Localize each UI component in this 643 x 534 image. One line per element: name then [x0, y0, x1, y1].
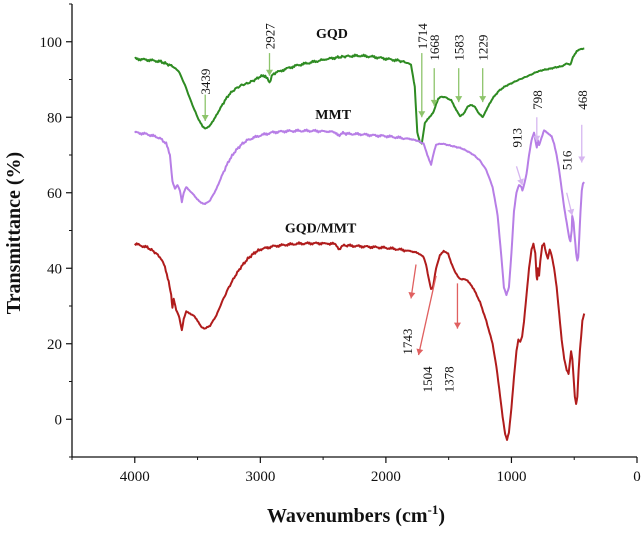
peak-arrowhead	[479, 96, 487, 103]
peak-annotation-1504: 1504	[416, 275, 437, 393]
peak-arrowhead	[578, 156, 586, 163]
peak-label: 1668	[427, 35, 442, 61]
peak-annotation-798: 798	[530, 90, 545, 142]
peak-label: 1378	[441, 366, 456, 392]
peak-annotation-1378: 1378	[441, 283, 461, 392]
peak-arrowhead	[430, 99, 438, 106]
y-tick-label: 100	[40, 35, 63, 51]
peak-arrowhead	[416, 348, 424, 356]
peak-annotation-1668: 1668	[427, 35, 442, 106]
peak-arrowhead	[517, 178, 524, 186]
y-tick-label: 0	[55, 412, 63, 428]
peak-label: 913	[509, 128, 524, 148]
peak-annotation-1743: 1743	[400, 264, 417, 355]
series-label: GQD	[316, 27, 348, 42]
peak-label: 1583	[452, 35, 467, 61]
y-axis-title: Transmittance (%)	[3, 152, 25, 314]
peak-annotation-1229: 1229	[476, 35, 491, 103]
x-tick-label: 4000	[120, 469, 150, 485]
x-axis-title: Wavenumbers (cm-1)	[267, 502, 445, 527]
peak-annotation-516: 516	[560, 150, 575, 216]
series-line-mmt	[134, 128, 585, 297]
peak-label: 1229	[476, 35, 491, 61]
peak-label: 1504	[420, 366, 435, 393]
x-tick-label: 3000	[245, 469, 275, 485]
x-tick-label: 2000	[371, 469, 401, 485]
x-tick-label: 1000	[496, 469, 526, 485]
peak-arrowhead	[455, 96, 463, 103]
peak-arrowhead	[408, 292, 416, 299]
peak-annotation-3439: 3439	[198, 69, 213, 122]
y-tick-label: 40	[47, 261, 62, 277]
y-tick-label: 80	[47, 110, 62, 126]
peak-annotation-468: 468	[575, 90, 590, 163]
peak-label: 3439	[198, 69, 213, 95]
peak-label: 798	[530, 90, 545, 110]
peak-arrow	[417, 275, 437, 356]
series-line-gqd	[134, 47, 585, 145]
y-tick-label: 20	[47, 337, 62, 353]
series-label: MMT	[315, 108, 351, 123]
peak-arrowhead	[567, 208, 575, 216]
peak-label: 1743	[400, 329, 415, 355]
series-labels: GQD MMT GQD/MMT	[285, 27, 357, 236]
peak-label: 516	[560, 150, 575, 170]
series-label: GQD/MMT	[285, 221, 357, 236]
peak-annotation-2927: 2927	[262, 23, 277, 76]
peak-label: 1714	[415, 23, 430, 50]
series-line-gqd-mmt	[133, 241, 586, 441]
peak-arrowhead	[453, 322, 461, 329]
y-tick-label: 60	[47, 186, 62, 202]
peak-arrowhead	[418, 111, 426, 118]
x-tick-label: 0	[633, 469, 641, 485]
peak-label: 468	[575, 90, 590, 110]
peak-arrowhead	[265, 69, 273, 76]
peak-annotation-913: 913	[509, 128, 524, 186]
axes: 0 20 40 60 80 100 4000 3000 2000 1000 0	[40, 3, 641, 485]
series-layer	[133, 47, 586, 441]
peak-label: 2927	[262, 23, 277, 50]
peak-arrowhead	[201, 115, 209, 122]
peak-annotation-1583: 1583	[452, 35, 467, 103]
peak-annotation-1714: 1714	[415, 23, 430, 118]
peak-arrowhead	[533, 135, 541, 142]
